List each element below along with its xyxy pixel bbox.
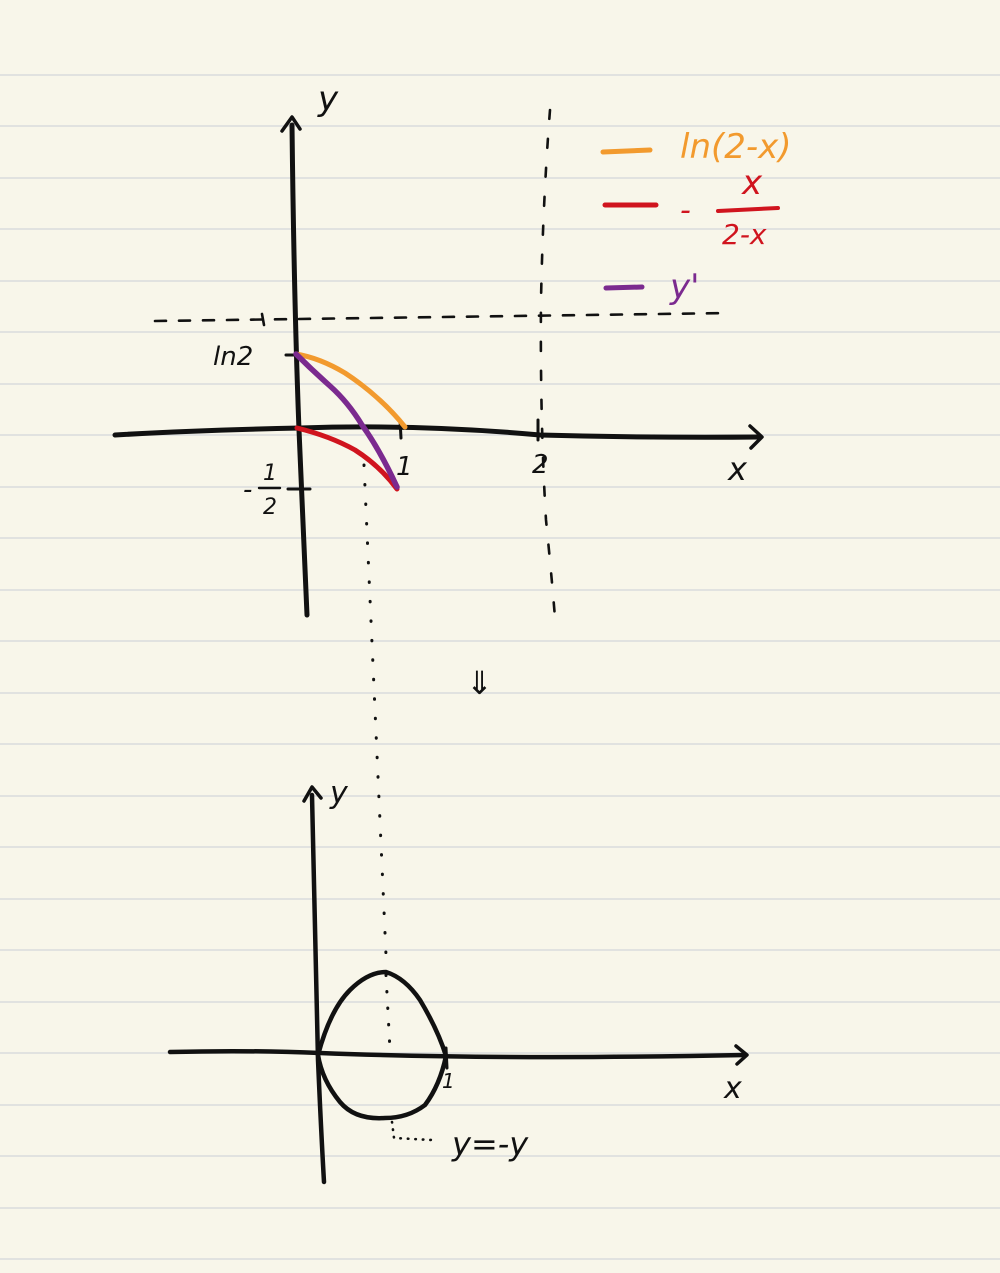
transition-arrow: ⇓ — [466, 664, 493, 702]
one-tick-label: 1 — [396, 452, 413, 482]
legend-frac-minus: - — [680, 193, 691, 228]
minus-half-denominator: 2 — [263, 495, 277, 520]
two-tick-label: 2 — [532, 450, 549, 480]
top-dashed-tick — [260, 312, 266, 327]
bottom-x-axis-arrowhead — [734, 1044, 749, 1066]
ln2-tick-label: ln2 — [213, 342, 253, 372]
bottom-vertical-dotted-guide — [384, 973, 392, 1052]
legend-deriv-label: y' — [669, 267, 699, 307]
bottom-one-tick — [444, 1046, 449, 1070]
bottom-x-axis — [167, 1048, 748, 1060]
bottom-y-axis — [309, 792, 327, 1185]
reflection-label: y=-y — [451, 1125, 529, 1163]
legend-frac-denominator: 2-x — [722, 218, 767, 251]
top-y-axis — [289, 122, 310, 618]
bottom-closed-curve — [315, 969, 449, 1121]
notebook-lines — [0, 74, 1000, 1260]
legend-ln-label: ln(2-x) — [680, 127, 792, 167]
top-y-axis-arrowhead — [280, 115, 302, 133]
red-curve-minus-x-over-2-minus-x — [294, 425, 400, 492]
top-vertical-dashed-asymptote — [539, 108, 557, 620]
bottom-y-axis-label: y — [329, 776, 349, 811]
top-horizontal-dashed-asymptote — [153, 311, 732, 323]
bottom-x-axis-label: x — [723, 1071, 742, 1106]
reflection-dotted-leader — [390, 1120, 434, 1142]
minus-half-numerator: 1 — [263, 461, 277, 486]
legend-frac-numerator: x — [741, 163, 763, 203]
minus-half-minus-sign: - — [243, 475, 252, 505]
bottom-graph: y x 1 y=-y — [167, 776, 749, 1185]
bottom-y-axis-arrowhead — [302, 785, 323, 803]
top-x-axis — [112, 424, 763, 440]
bottom-one-tick-label: 1 — [442, 1069, 455, 1093]
top-x-axis-label: x — [727, 450, 748, 488]
top-y-axis-label: y — [317, 79, 339, 119]
legend-frac-bar — [716, 206, 780, 213]
purple-curve-y-prime — [293, 351, 400, 490]
legend-orange-swatch — [600, 147, 653, 155]
top-graph: y x ln2 - 1 2 1 2 ln(2-x) - x 2-x y' — [112, 79, 792, 957]
top-x-axis-arrowhead — [748, 424, 764, 450]
legend-purple-swatch — [603, 284, 645, 291]
legend: ln(2-x) - x 2-x y' — [600, 127, 792, 307]
orange-curve-ln-2-minus-x — [293, 351, 408, 430]
top-vertical-dotted-guide — [362, 463, 388, 957]
